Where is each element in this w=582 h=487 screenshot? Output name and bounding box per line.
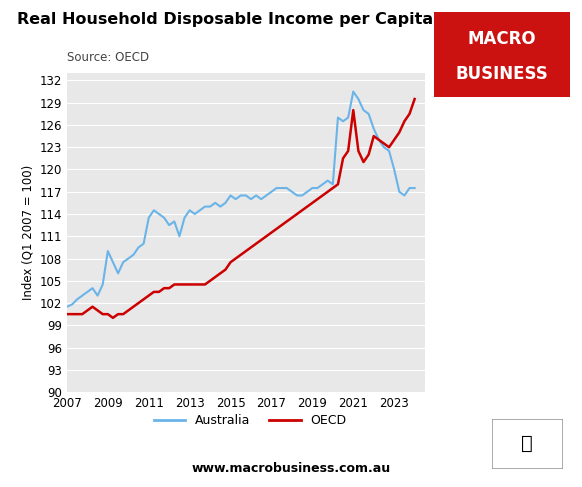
OECD: [186, 281, 193, 287]
OECD: [109, 315, 116, 321]
OECD: [268, 229, 275, 235]
Australia: [263, 192, 270, 198]
Line: Australia: Australia: [67, 92, 414, 307]
OECD: [89, 304, 96, 310]
Australia: [130, 252, 137, 258]
OECD: [181, 281, 188, 287]
OECD: [135, 300, 142, 306]
Text: MACRO: MACRO: [468, 31, 536, 48]
Australia: [406, 185, 413, 191]
OECD: [406, 111, 413, 117]
Australia: [181, 215, 188, 221]
Legend: Australia, OECD: Australia, OECD: [149, 409, 352, 432]
OECD: [411, 96, 418, 102]
Text: www.macrobusiness.com.au: www.macrobusiness.com.au: [191, 462, 391, 475]
Australia: [411, 185, 418, 191]
Line: OECD: OECD: [67, 99, 414, 318]
OECD: [63, 311, 70, 317]
Text: BUSINESS: BUSINESS: [456, 65, 548, 82]
Text: Real Household Disposable Income per Capita: Real Household Disposable Income per Cap…: [17, 12, 434, 27]
Australia: [350, 89, 357, 94]
Australia: [176, 233, 183, 239]
Text: Source: OECD: Source: OECD: [67, 51, 149, 64]
Y-axis label: Index (Q1 2007 = 100): Index (Q1 2007 = 100): [21, 165, 34, 300]
Australia: [89, 285, 96, 291]
Australia: [63, 304, 70, 310]
Text: 🐺: 🐺: [521, 433, 533, 453]
